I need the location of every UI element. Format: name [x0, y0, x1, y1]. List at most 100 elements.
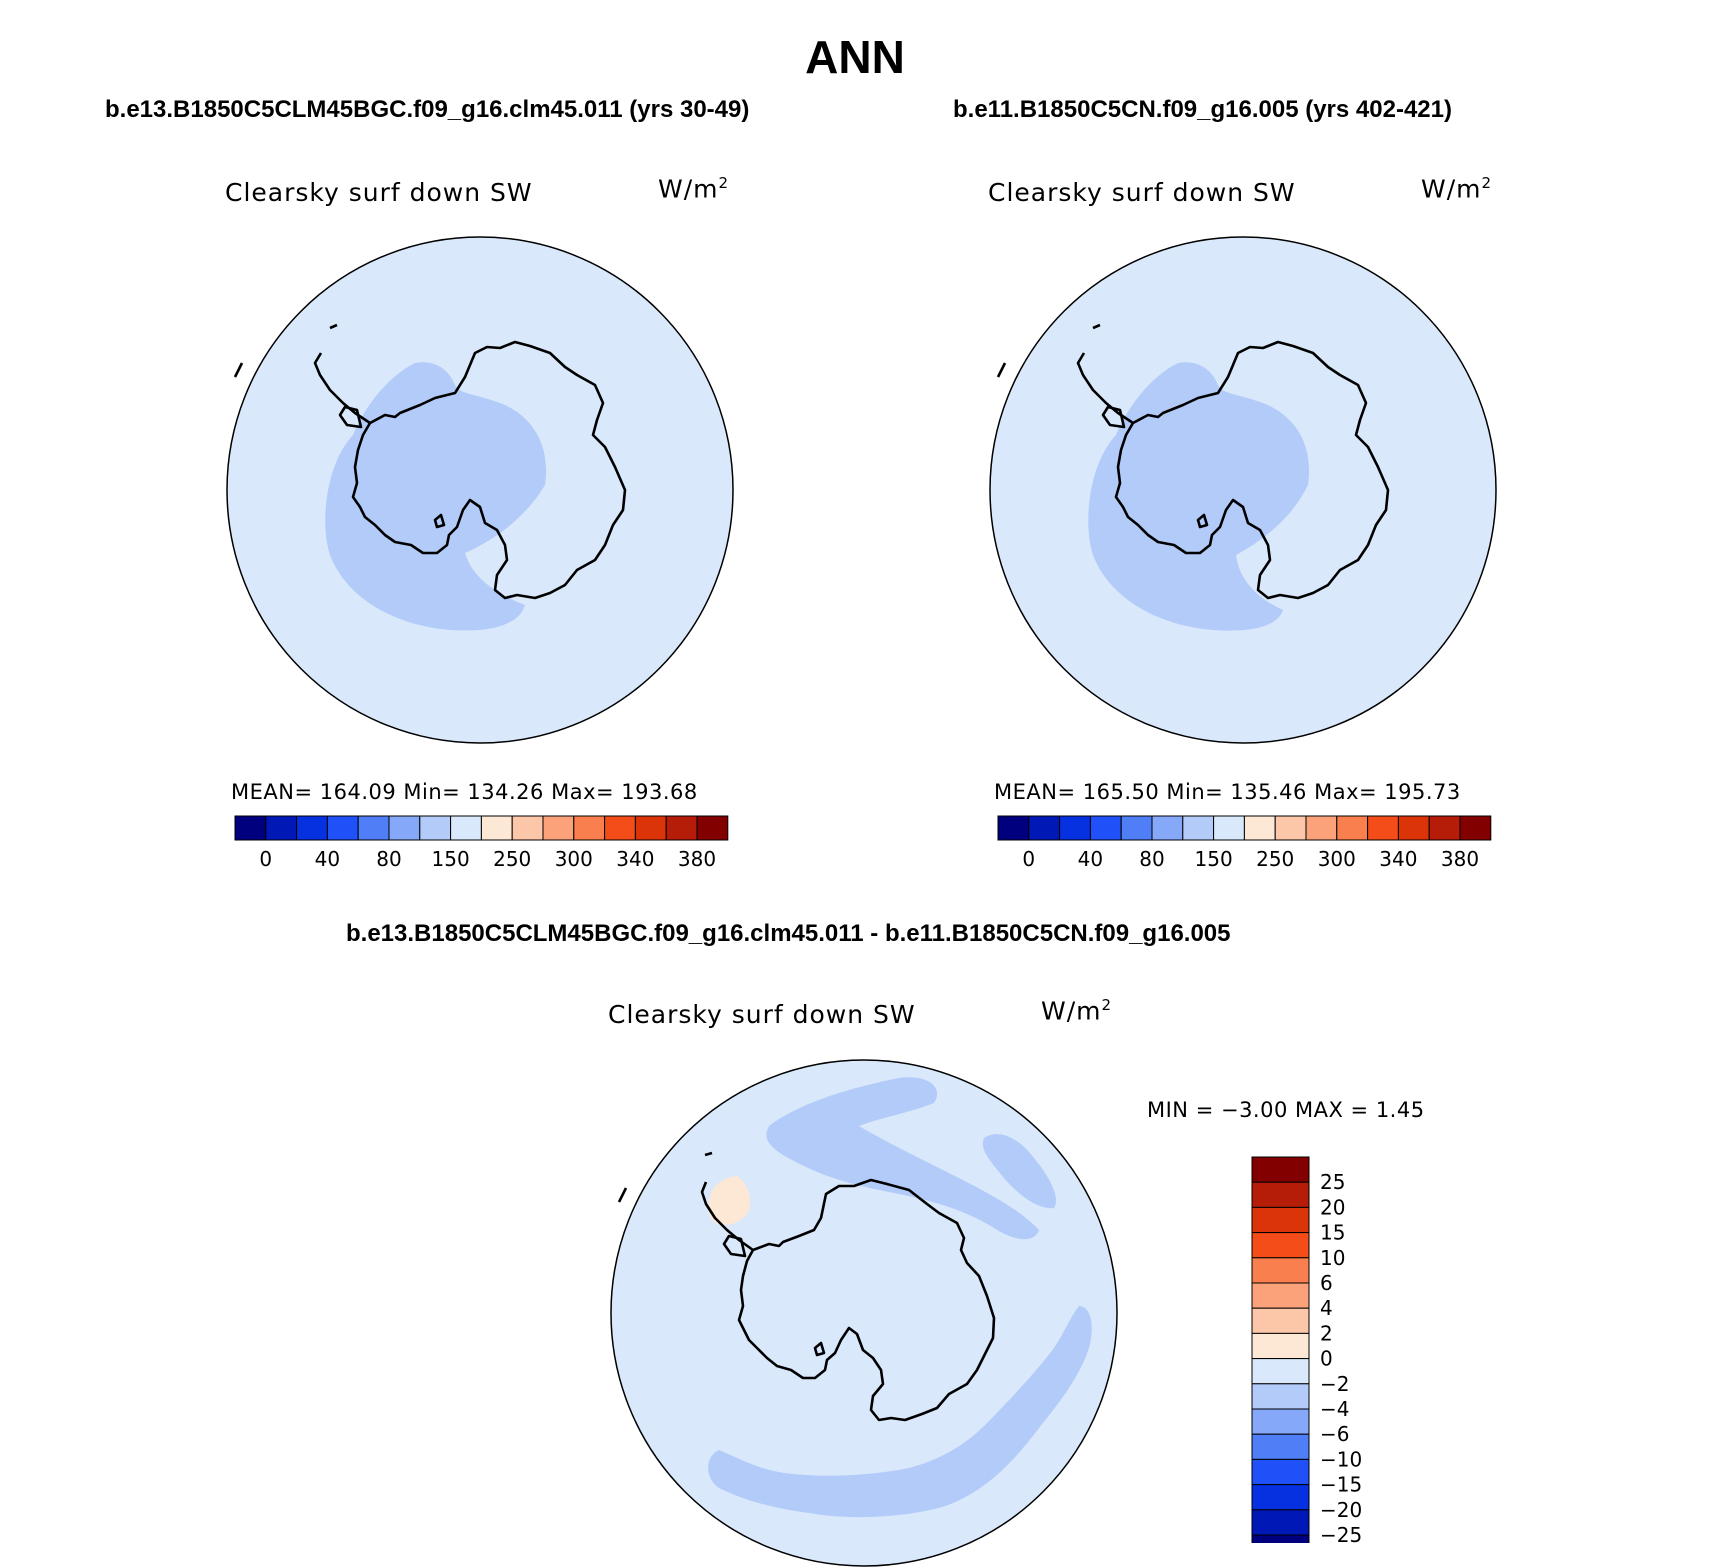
- colorbar-tick-label: 340: [616, 847, 654, 871]
- positive-region: [708, 1176, 751, 1226]
- colorbar-tick-label: 80: [1139, 847, 1164, 871]
- colorbar-tick-label: 340: [1379, 847, 1417, 871]
- colorbar-swatch: [1459, 815, 1492, 841]
- colorbar-tick-label: 380: [678, 847, 716, 871]
- colorbar-swatch: [450, 815, 482, 841]
- colorbar-swatch: [1251, 1408, 1310, 1435]
- colorbar-tick-label: 10: [1320, 1246, 1345, 1270]
- colorbar-tick-label: 4: [1320, 1296, 1333, 1320]
- colorbar-tick-label: 300: [1318, 847, 1356, 871]
- diff-min-max: MIN = −3.00 MAX = 1.45: [1147, 1098, 1425, 1122]
- colorbar-swatch: [1120, 815, 1153, 841]
- colorbar-tick-label: 250: [493, 847, 531, 871]
- colorbar-tick-label: 15: [1320, 1221, 1345, 1245]
- colorbar-swatch: [997, 815, 1030, 841]
- colorbar-tick-label: 80: [376, 847, 401, 871]
- colorbar-swatch: [1251, 1484, 1310, 1511]
- colorbar-tick-label: −6: [1320, 1422, 1349, 1446]
- colorbar-swatch: [696, 815, 729, 841]
- diff-units: W/m2: [1041, 996, 1113, 1026]
- colorbar-swatch: [480, 815, 513, 841]
- antarctica-coastline: [233, 323, 627, 600]
- colorbar-tick-label: −25: [1320, 1523, 1362, 1543]
- colorbar-swatch: [1274, 815, 1307, 841]
- panel1-units: W/m2: [658, 174, 730, 204]
- panel1-variable-title: Clearsky surf down SW: [225, 178, 533, 207]
- colorbar-swatch: [1251, 1257, 1310, 1284]
- colorbar-swatch: [296, 815, 328, 841]
- colorbar-swatch: [1251, 1509, 1310, 1536]
- colorbar-swatch: [1089, 815, 1122, 841]
- diff-variable-title: Clearsky surf down SW: [608, 1000, 916, 1029]
- colorbar-swatch: [1251, 1206, 1310, 1234]
- colorbar-swatch: [1251, 1307, 1310, 1334]
- diff-case-title: b.e13.B1850C5CLM45BGC.f09_g16.clm45.011 …: [346, 920, 1231, 947]
- colorbar-tick-label: 25: [1320, 1170, 1345, 1194]
- colorbar-swatch: [1182, 815, 1215, 841]
- colorbar-swatch: [1151, 815, 1184, 841]
- diff-map: [610, 1059, 1118, 1567]
- colorbar-swatch: [1428, 815, 1461, 841]
- panel1-colorbar: 0 40 80 150 250 300 340 380: [234, 815, 729, 871]
- colorbar-swatch: [1243, 815, 1276, 841]
- colorbar-tick-label: 0: [1320, 1347, 1333, 1371]
- colorbar-tick-label: −2: [1320, 1372, 1349, 1396]
- panel1-stats: MEAN= 164.09 Min= 134.26 Max= 193.68: [231, 780, 698, 804]
- colorbar-swatch: [1367, 815, 1399, 841]
- panel2-colorbar: 0 40 80 150 250 300 340 380: [997, 815, 1492, 871]
- colorbar-swatch: [1251, 1282, 1310, 1309]
- panel2-units: W/m2: [1421, 174, 1493, 204]
- panel2-stats: MEAN= 165.50 Min= 135.46 Max= 195.73: [994, 780, 1461, 804]
- negative-region-east: [982, 1134, 1057, 1209]
- colorbar-swatch: [1251, 1358, 1310, 1385]
- colorbar-swatch: [1251, 1156, 1310, 1183]
- negative-region-south: [708, 1306, 1092, 1518]
- colorbar-swatch: [357, 815, 390, 841]
- low-value-region: [1088, 362, 1310, 631]
- colorbar-tick-label: −4: [1320, 1397, 1349, 1421]
- colorbar-swatch: [511, 815, 544, 841]
- colorbar-tick-label: −20: [1320, 1498, 1362, 1522]
- panel2-variable-title: Clearsky surf down SW: [988, 178, 1296, 207]
- low-value-region: [325, 362, 547, 631]
- colorbar-tick-label: 0: [1022, 847, 1035, 871]
- colorbar-swatch: [1251, 1534, 1310, 1543]
- colorbar-swatch: [1251, 1383, 1310, 1410]
- colorbar-swatch: [1251, 1458, 1310, 1486]
- colorbar-swatch: [1251, 1332, 1310, 1360]
- colorbar-tick-label: 150: [1195, 847, 1233, 871]
- panel2-map: [989, 236, 1497, 744]
- colorbar-tick-label: 300: [555, 847, 593, 871]
- colorbar-swatch: [604, 815, 636, 841]
- colorbar-swatch: [1213, 815, 1245, 841]
- colorbar-swatch: [542, 815, 575, 841]
- antarctica-coastline: [617, 1151, 996, 1422]
- colorbar-tick-label: −10: [1320, 1447, 1362, 1471]
- colorbar-swatch: [1305, 815, 1338, 841]
- colorbar-tick-label: 20: [1320, 1195, 1345, 1219]
- colorbar-swatch: [1059, 815, 1091, 841]
- colorbar-swatch: [1336, 815, 1369, 841]
- colorbar-swatch: [388, 815, 421, 841]
- colorbar-tick-label: 380: [1441, 847, 1479, 871]
- colorbar-swatch: [634, 815, 667, 841]
- colorbar-tick-label: 250: [1256, 847, 1294, 871]
- colorbar-swatch: [573, 815, 606, 841]
- colorbar-swatch: [1251, 1181, 1310, 1208]
- colorbar-swatch: [1397, 815, 1430, 841]
- panel1-case-title: b.e13.B1850C5CLM45BGC.f09_g16.clm45.011 …: [105, 96, 750, 123]
- panel1-map: [226, 236, 734, 744]
- colorbar-swatch: [419, 815, 452, 841]
- colorbar-swatch: [1251, 1433, 1310, 1460]
- figure-title: ANN: [805, 31, 905, 83]
- colorbar-swatch: [1251, 1232, 1310, 1259]
- antarctica-coastline: [996, 323, 1390, 600]
- colorbar-tick-label: 6: [1320, 1271, 1333, 1295]
- panel2-case-title: b.e11.B1850C5CN.f09_g16.005 (yrs 402-421…: [953, 96, 1452, 123]
- colorbar-tick-label: −15: [1320, 1473, 1362, 1497]
- map-boundary: [989, 236, 1497, 744]
- colorbar-tick-label: 2: [1320, 1321, 1333, 1345]
- map-boundary: [226, 236, 734, 744]
- colorbar-swatch: [665, 815, 698, 841]
